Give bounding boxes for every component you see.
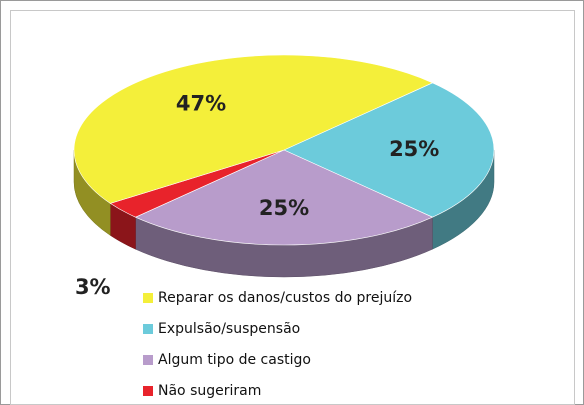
pie-top — [73, 54, 495, 246]
pie-slice — [134, 149, 434, 246]
legend-swatch — [143, 324, 153, 334]
data-label: 25% — [259, 196, 309, 220]
legend-label: Algum tipo de castigo — [158, 352, 311, 368]
data-label: 25% — [389, 137, 439, 161]
legend-label: Expulsão/suspensão — [158, 321, 300, 337]
data-label: 3% — [75, 275, 111, 299]
legend-label: Não sugeriram — [158, 383, 261, 399]
legend-swatch — [143, 386, 153, 396]
legend-swatch — [143, 355, 153, 365]
data-label: 47% — [176, 92, 226, 116]
legend-swatch — [143, 293, 153, 303]
legend-label: Reparar os danos/custos do prejuízo — [158, 290, 412, 306]
pie-slice — [73, 54, 434, 204]
pie-slice — [283, 82, 495, 218]
